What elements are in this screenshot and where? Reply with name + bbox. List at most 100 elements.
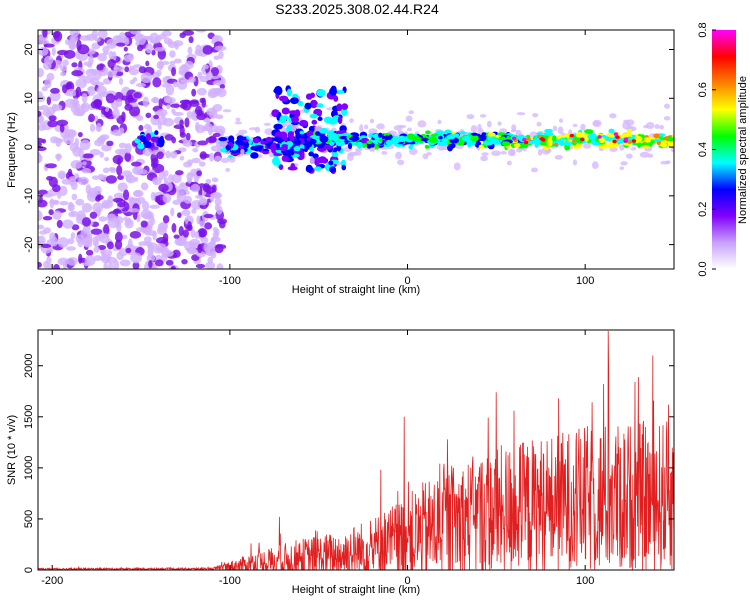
spectrogram-haze-blob [480,155,488,162]
spectrogram-noise-blob [48,115,57,122]
spectrogram-noise-blob [64,129,76,138]
spectrogram-lobe-blob [309,157,315,164]
spectrogram-noise-blob [46,106,56,116]
spectrogram-haze-blob [481,152,489,156]
spectrogram-haze-blob [349,118,354,123]
spectrogram-peak-blob [537,134,542,139]
spectrogram-noise-blob [98,135,107,142]
spectrogram-lobe-blob [289,97,299,105]
spectrogram-haze-blob [619,166,625,170]
spectrogram-noise-blob [199,220,205,228]
spectrogram-noise-blob [61,84,68,94]
spectrogram-noise-blob [211,88,224,95]
spectrogram-noise-blob [57,257,70,266]
spectrogram-noise-blob [136,226,147,233]
spectrogram-haze-blob [572,159,578,166]
spectrogram-noise-blob [199,203,208,210]
spectrogram-noise-blob [157,200,164,206]
spectrogram-patch-blob [150,136,159,143]
spectrogram-noise-blob [109,167,116,173]
spectrogram-band-blob [634,135,643,143]
spectrogram-noise-blob [206,71,213,78]
spectrogram-haze-blob [664,103,670,109]
spectrogram-lobe-blob [336,103,343,112]
spectrogram-noise-blob [161,83,172,88]
spectrogram-band-blob [667,140,674,148]
spectrogram-haze-blob [235,117,241,122]
spectrogram-noise-blob [69,30,80,37]
spectrogram-noise-blob [83,61,93,66]
spectrogram-noise-blob [103,261,109,269]
spectrogram-noise-blob [106,241,114,250]
spectrogram-band-blob [652,138,663,142]
spectrogram-noise-blob [181,258,188,265]
spectrogram-lobe-blob [341,164,347,171]
spectrogram-noise-blob [92,202,104,214]
spectrogram-lobe-blob [328,166,336,173]
spectrogram-band-blob [428,136,438,144]
spectrogram-noise-blob [96,85,107,96]
spectrogram-noise-blob [96,64,104,71]
spectrogram-noise-blob [197,71,203,79]
spectrogram-haze-blob [477,123,482,131]
spectrogram-haze-blob [647,153,654,158]
spectrogram-noise-blob [209,152,215,162]
spectrogram-band-blob [501,141,511,147]
spectrogram-haze-blob [639,151,650,158]
spectrogram-noise-blob [124,103,133,111]
spectrogram-band-blob [347,142,353,150]
spectrogram-noise-blob [84,255,96,267]
spectrogram-noise-blob [181,209,191,216]
spectrogram-band-blob [636,141,642,148]
spectrogram-haze-blob [222,109,232,113]
spectrogram-haze-blob [509,149,516,156]
spectrogram-noise-blob [43,193,54,198]
spectrogram-noise-blob [219,83,226,90]
spectrogram-noise-blob [106,213,117,223]
spectrogram-noise-blob [92,175,100,180]
spectrogram-noise-blob [39,230,48,235]
spectrogram-noise-blob [172,111,184,117]
spectrogram-noise-blob [77,51,89,61]
spectrogram-noise-blob [102,167,110,174]
spectrogram-noise-blob [81,217,91,227]
spectrogram-band-blob [280,150,287,154]
spectrogram-haze-blob [592,121,601,126]
spectrogram-noise-blob [185,132,191,141]
spectrogram-noise-blob [143,236,152,243]
spectrogram-band-blob [385,139,393,147]
spectrogram-band-blob [306,130,314,137]
spectrogram-haze-blob [407,127,413,132]
spectrogram-band-blob [236,135,244,142]
spectrogram-noise-blob [62,59,69,67]
spectrogram-noise-blob [101,201,110,209]
spectrogram-lobe-blob [272,156,280,166]
spectrogram-noise-blob [140,182,149,191]
spectrogram-band-blob [250,152,259,159]
spectrogram-noise-blob [203,123,213,131]
spectrogram-noise-blob [121,95,128,101]
spectrogram-peak-blob [526,137,531,141]
spectrogram-noise-blob [187,46,193,55]
spectrogram-noise-blob [113,64,118,75]
spectrogram-peak-blob [511,136,517,141]
spectrogram-noise-blob [60,71,67,77]
spectrogram-haze-blob [625,153,633,159]
spectrogram-band-blob [289,149,295,156]
spectrogram-noise-blob [38,152,42,163]
colorbar-tick-label: 0.8 [697,22,709,37]
spectrogram-haze-blob [659,125,665,130]
spectrogram-noise-blob [44,78,52,89]
spectrogram-noise-blob [127,238,133,250]
spectrogram-noise-blob [162,117,174,127]
spectrogram-band-blob [644,137,652,143]
spectrogram-band-blob [293,145,301,152]
spectrogram-band-blob [406,133,415,140]
spectrogram-haze-blob [609,113,617,119]
spectrogram-noise-blob [52,104,63,112]
spectrogram-noise-blob [38,210,43,222]
spectrogram-noise-blob [179,99,192,105]
spectrogram-noise-blob [182,229,189,238]
spectrogram-lobe-blob [309,99,318,109]
spectrogram-noise-blob [38,137,44,144]
